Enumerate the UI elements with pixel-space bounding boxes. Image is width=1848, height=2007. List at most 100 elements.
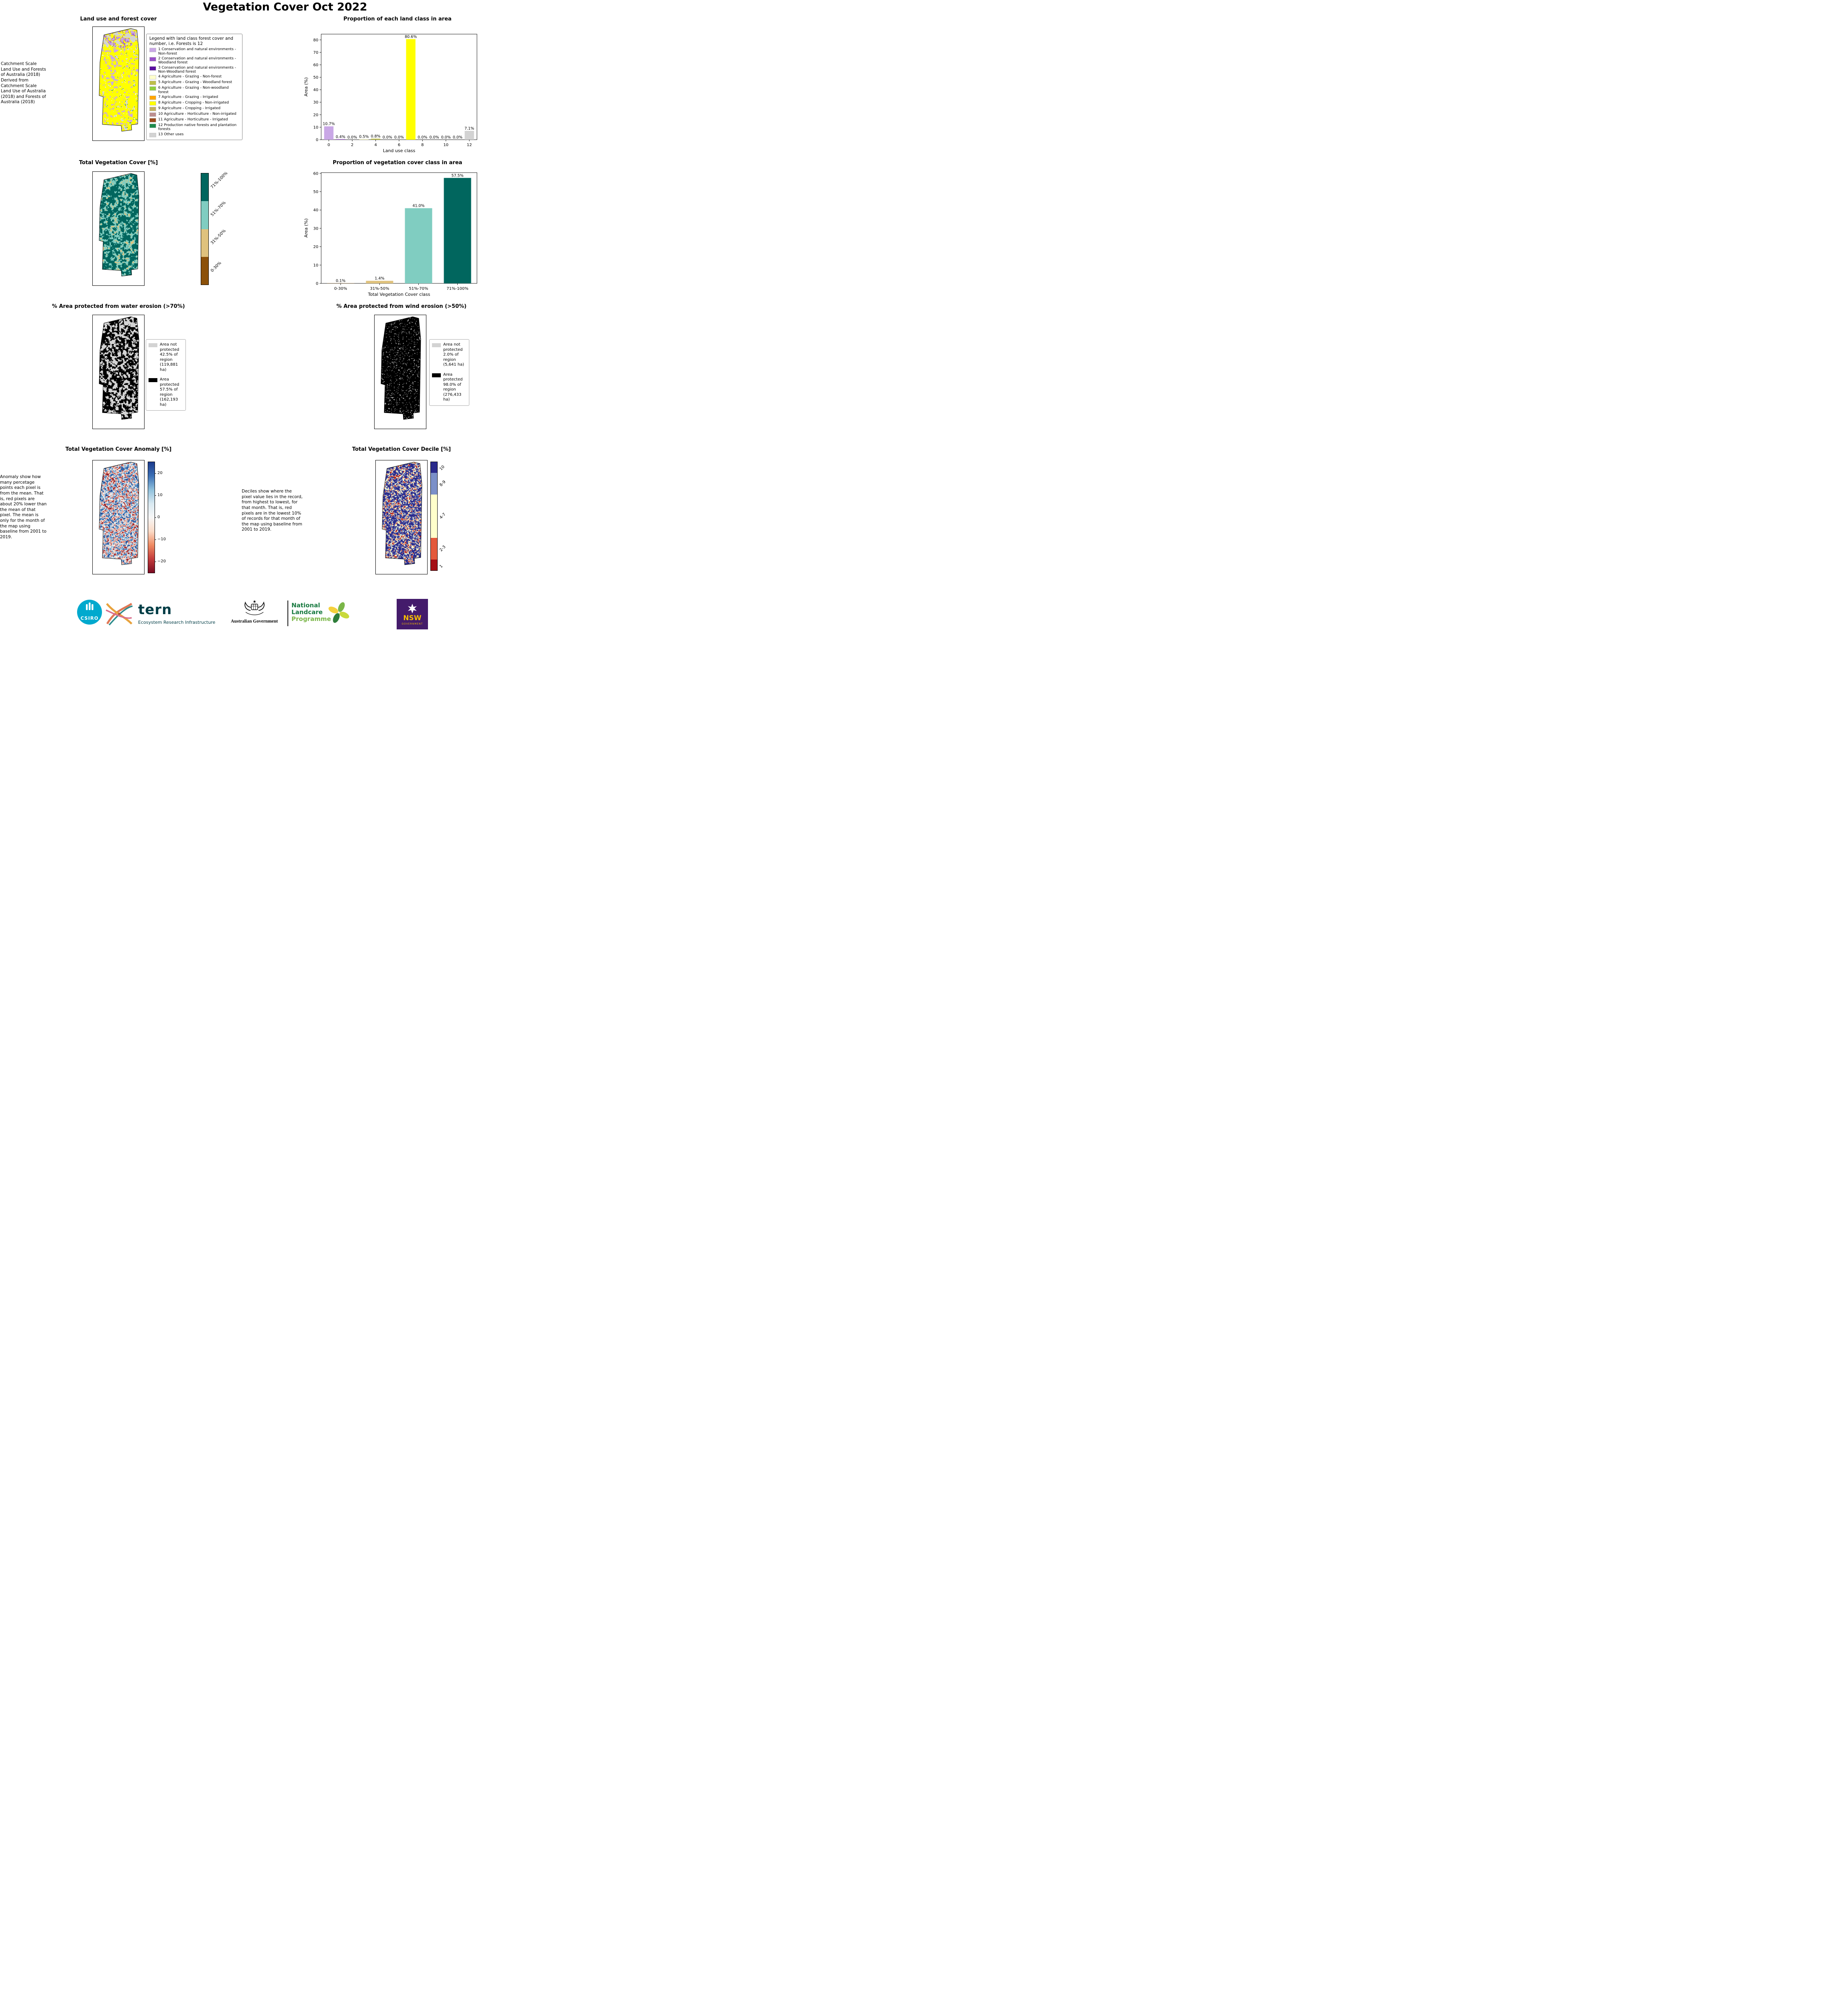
bar [336, 139, 345, 140]
nsw-government-logo: NSW GOVERNMENT [397, 599, 428, 629]
tvc-map [93, 172, 144, 285]
legend-item: 7 Agriculture - Grazing - Irrigated [149, 95, 239, 100]
legend-item-label: 6 Agriculture - Grazing - Non-woodland f… [158, 86, 229, 94]
bar-value-label: 0.0% [347, 135, 357, 140]
x-tick-label: 0-30% [334, 287, 347, 291]
legend-item-label: 13 Other uses [158, 132, 184, 136]
csiro-mark [92, 604, 94, 610]
decile-map [376, 460, 427, 574]
legend-item: 12 Production native forests and plantat… [149, 123, 239, 132]
legend-item-label: 11 Agriculture - Horticulture - Irrigate… [158, 117, 228, 122]
y-tick-label: 40 [313, 88, 318, 92]
landuse-source-note: Catchment Scale Land Use and Forests of … [1, 61, 46, 105]
legend-item-label: 7 Agriculture - Grazing - Irrigated [158, 95, 218, 99]
wind-erosion-map [375, 315, 426, 429]
wind-panel-title: % Area protected from wind erosion (>50%… [336, 303, 467, 309]
bar [465, 130, 474, 140]
x-tick-label: 31%-50% [370, 287, 389, 291]
water-erosion-map [93, 315, 144, 429]
legend-swatch [149, 123, 156, 128]
landcare-line2: Landcare [291, 608, 323, 616]
legend-item-label: 8 Agriculture - Cropping - Non-irrigated [158, 100, 229, 105]
bar [324, 126, 334, 140]
y-tick-label: 20 [313, 245, 318, 249]
decile-map-frame [375, 460, 428, 574]
y-tick-label: 50 [313, 75, 318, 80]
tvc-map-frame [92, 171, 145, 286]
tern-logo: tern Ecosystem Research Infrastructure [138, 603, 215, 625]
legend-item-label: Area protected 98.0% of region (276,433 … [443, 372, 463, 402]
legend-item-label: 1 Conservation and natural environments … [158, 47, 236, 56]
y-axis-label: Area (%) [304, 77, 309, 97]
leaf-petal [328, 607, 338, 614]
y-axis-label: Area (%) [304, 218, 309, 238]
leaf-petal [339, 611, 349, 619]
footer-logos: CSIRO tern Ecosystem Research Infrastruc… [0, 598, 482, 632]
tern-subtitle: Ecosystem Research Infrastructure [138, 620, 216, 625]
artwork-stroke [108, 605, 133, 626]
bar-value-label: 0.8% [371, 134, 381, 139]
y-tick-label: 80 [313, 38, 318, 43]
legend-swatch [149, 81, 156, 85]
x-tick-label: 51%-70% [409, 287, 428, 291]
tvc-panel-title: Total Vegetation Cover [%] [79, 160, 158, 166]
colorbar-tick [155, 495, 156, 496]
colorbar-segment [431, 495, 437, 538]
legend-swatch [149, 118, 156, 122]
artwork-stroke [106, 609, 132, 619]
colorbar-tick-label: −10 [157, 537, 166, 542]
colorbar-label: 4-7 [439, 512, 447, 520]
legend-item-label: 12 Production native forests and plantat… [158, 123, 237, 132]
y-tick-label: 50 [313, 190, 318, 194]
legend-item-label: Area not protected 42.5% of region (119,… [160, 342, 179, 372]
legend-item: Area protected 98.0% of region (276,433 … [432, 372, 467, 403]
bar-value-label: 0.0% [418, 135, 427, 140]
legend-swatch [149, 75, 156, 80]
y-tick-label: 0 [316, 282, 318, 286]
nsw-sublabel: GOVERNMENT [401, 623, 423, 625]
y-tick-label: 10 [313, 263, 318, 268]
australian-government-logo: ★ Australian Government [223, 599, 285, 624]
leaf-petal [338, 602, 345, 612]
legend-item-label: 9 Agriculture - Cropping - Irrigated [158, 106, 221, 110]
colorbar-tick-label: 0 [157, 515, 160, 519]
bar [444, 178, 471, 283]
x-tick-label: 4 [374, 143, 377, 147]
legend-swatch [149, 86, 156, 91]
legend-item-label: 10 Agriculture - Horticulture - Non-irri… [158, 112, 236, 116]
bar-value-label: 0.1% [336, 279, 345, 283]
nsw-label: NSW [403, 614, 422, 622]
landuse-panel-title: Land use and forest cover [80, 16, 157, 22]
y-tick-label: 10 [313, 125, 318, 130]
y-tick-label: 30 [313, 100, 318, 105]
colorbar-tick [155, 539, 156, 540]
report-page: Vegetation Cover Oct 2022 Catchment Scal… [0, 0, 482, 632]
y-tick-label: 60 [313, 171, 318, 176]
bar-value-label: 0.0% [394, 135, 404, 140]
legend-item: 1 Conservation and natural environments … [149, 47, 239, 56]
x-tick-label: 2 [351, 143, 353, 147]
bar-value-label: 0.0% [441, 135, 451, 140]
bar-value-label: 0.0% [383, 135, 392, 140]
legend-swatch [149, 112, 156, 117]
colorbar-segment [431, 473, 437, 495]
artwork-stroke [106, 603, 132, 625]
legend-item: 2 Conservation and natural environments … [149, 57, 239, 65]
y-tick-label: 40 [313, 208, 318, 213]
legend-swatch [149, 48, 156, 53]
water-panel-title: % Area protected from water erosion (>70… [52, 303, 185, 309]
x-tick-label: 71%-100% [446, 287, 468, 291]
leaf-petal [333, 613, 340, 623]
wind-erosion-legend: Area not protected 2.0% of region (5,641… [429, 339, 469, 406]
csiro-logo: CSIRO [77, 600, 102, 625]
landuse-map-frame [92, 26, 145, 141]
x-tick-label: 12 [467, 143, 472, 147]
bar [405, 208, 432, 283]
csiro-mark [86, 604, 88, 610]
legend-swatch [149, 66, 156, 71]
y-tick-label: 20 [313, 113, 318, 117]
landclass-chart-title: Proportion of each land class in area [343, 16, 452, 22]
artwork-dot [118, 613, 120, 615]
legend-item: 6 Agriculture - Grazing - Non-woodland f… [149, 86, 239, 94]
legend-item-label: Area not protected 2.0% of region (5,641… [443, 342, 465, 367]
